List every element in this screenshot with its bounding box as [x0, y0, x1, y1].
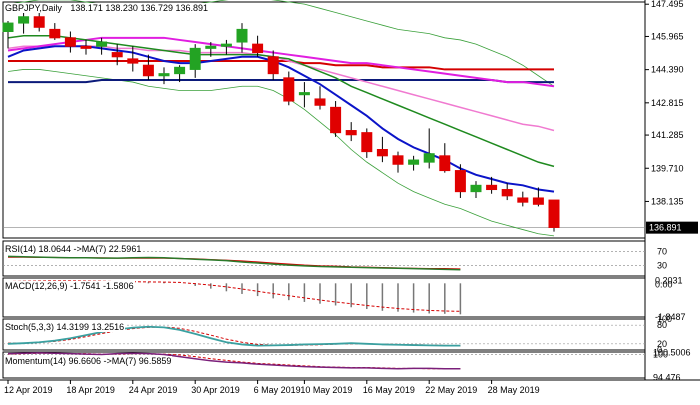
bear-candle [64, 37, 76, 47]
macd-axis-label: 0.2031 [655, 276, 683, 286]
bear-candle [49, 28, 61, 39]
bull-candle [470, 184, 482, 193]
bull-candle [423, 153, 435, 163]
ohlc-values: 138.171 138.230 136.729 136.891 [70, 3, 209, 13]
bear-candle [454, 170, 466, 193]
time-axis-label: 24 Apr 2019 [129, 385, 178, 395]
ma-blue-line [7, 45, 555, 193]
rsi-level-label: 70 [657, 247, 667, 257]
stoch-axis-label: 100 [657, 314, 672, 324]
stoch-axis-label: 20 [657, 339, 667, 349]
bear-candle [517, 197, 529, 203]
bear-candle [127, 58, 139, 64]
bull-candle [18, 16, 30, 24]
price-tick-label: 145.965 [651, 31, 684, 41]
bear-candle [501, 189, 513, 197]
bear-candle [345, 130, 357, 136]
bull-candle [408, 159, 420, 165]
bear-candle [361, 132, 373, 153]
macd-signal-line [7, 280, 461, 312]
chart-header: GBPJPY,Daily 138.171 138.230 136.729 136… [4, 3, 210, 13]
bollinger-lower-line [7, 69, 555, 237]
bear-candle [267, 56, 279, 75]
bear-candle [548, 199, 560, 228]
bull-candle [205, 45, 217, 49]
time-axis-label: 30 Apr 2019 [191, 385, 240, 395]
momentum-axis-label: 94.476 [653, 373, 681, 383]
momentum-label: Momentum(14) 96.6606 ->MA(7) 96.5859 [4, 356, 173, 366]
rsi-label: RSI(14) 18.0644 ->MA(7) 22.5961 [4, 244, 143, 254]
current-price-tag [646, 221, 698, 234]
bull-candle [298, 92, 310, 96]
bear-candle [283, 77, 295, 102]
macd-label: MACD(12,26,9) -1.7541 -1.5806 [4, 281, 135, 291]
rsi-level-label: 30 [657, 261, 667, 271]
stoch-label: Stoch(5,3,3) 14.3199 13.2516 [4, 322, 126, 332]
bear-candle [376, 149, 388, 157]
time-axis-label: 22 May 2019 [425, 385, 477, 395]
rsi-line [7, 255, 461, 271]
bear-candle [33, 16, 45, 28]
price-tick-label: 138.135 [651, 196, 684, 206]
symbol-label: GBPJPY,Daily [5, 3, 62, 13]
bull-candle [158, 73, 170, 77]
macd-axis-label: 0.00 [655, 279, 673, 289]
bear-candle [80, 45, 92, 49]
price-tick-label: 141.285 [651, 130, 684, 140]
bear-candle [532, 197, 544, 205]
momentum-axis-label: 100.5006 [653, 347, 691, 357]
bear-candle [486, 184, 498, 191]
bear-candle [314, 98, 326, 106]
bear-candle [252, 43, 264, 54]
bull-candle [236, 28, 248, 43]
bull-candle [174, 66, 186, 75]
price-tick-label: 144.390 [651, 65, 684, 75]
bull-candle [189, 47, 201, 70]
stoch-axis-label: 0 [657, 345, 662, 355]
time-axis-label: 16 May 2019 [363, 385, 415, 395]
bull-candle [220, 43, 232, 47]
ma-red-line [8, 60, 554, 71]
price-tick-label: 142.815 [651, 98, 684, 108]
time-axis-label: 6 May 2019 [254, 385, 301, 395]
bear-candle [330, 106, 342, 134]
time-axis-label: 10 May 2019 [300, 385, 352, 395]
macd-axis-label: -1.8487 [655, 312, 686, 322]
bear-candle [142, 64, 154, 77]
current-price-label: 136.891 [649, 223, 682, 233]
bear-candle [111, 52, 123, 58]
ma-magenta-line [7, 36, 555, 88]
bear-candle [439, 155, 451, 172]
stoch-axis-label: 80 [657, 320, 667, 330]
ma-navy-line [8, 78, 554, 84]
stoch-k-line [7, 325, 461, 347]
bear-candle [392, 155, 404, 165]
stoch-d-line [8, 326, 461, 347]
price-tick-label: 147.495 [651, 0, 684, 9]
time-axis-label: 28 May 2019 [488, 385, 540, 395]
bull-candle [2, 22, 14, 32]
momentum-line [7, 352, 461, 370]
momentum-axis-label: 100 [653, 350, 668, 360]
bull-candle [96, 41, 108, 47]
time-axis-label: 12 Apr 2019 [4, 385, 53, 395]
time-axis-label: 18 Apr 2019 [66, 385, 115, 395]
price-tick-label: 139.710 [651, 163, 684, 173]
